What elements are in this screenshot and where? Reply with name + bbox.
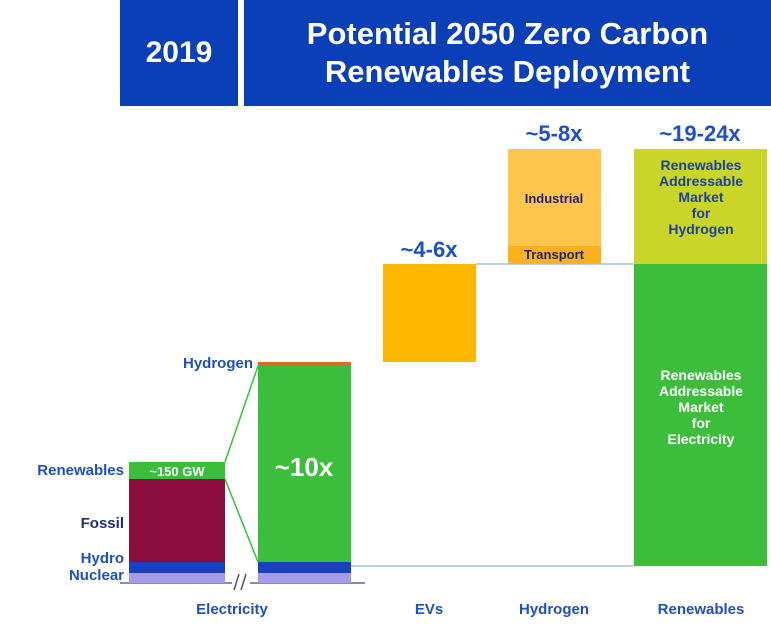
bar-2050-hydro (258, 562, 351, 573)
rh-line-3: Market (678, 189, 723, 205)
category-electricity: Electricity (196, 601, 268, 618)
renewables-hydrogen-text: Renewables Addressable Market for Hydrog… (659, 157, 743, 237)
bar-2019-hydro (129, 562, 225, 573)
bar-hydrogen-industrial (508, 149, 601, 246)
re-line-3: Market (678, 399, 723, 415)
rh-line-2: Addressable (659, 173, 743, 189)
bar-renewables-electricity (634, 264, 767, 566)
year-label: 2019 (145, 36, 213, 69)
renewables-electricity-text: Renewables Addressable Market for Electr… (659, 367, 743, 447)
rh-line-4: for (692, 205, 711, 221)
bar-hydrogen-transport (508, 246, 601, 264)
title-line-1: Potential 2050 Zero Carbon (306, 16, 709, 51)
multiplier-hydrogen: ~5-8x (526, 121, 584, 146)
label-hydrogen-2050: Hydrogen (183, 355, 253, 372)
year-banner: 2019 (120, 0, 238, 106)
title-banner: Potential 2050 Zero Carbon Renewables De… (244, 0, 771, 106)
bar-2019-fossil (129, 479, 225, 562)
bar-2019-renewables (129, 462, 225, 479)
re-line-1: Renewables (661, 367, 742, 383)
rh-line-5: Hydrogen (668, 221, 733, 237)
re-line-4: for (692, 415, 711, 431)
connector-top (224, 365, 259, 463)
bar-renewables-hydrogen (634, 149, 767, 264)
axis-break-mark-left (233, 573, 240, 591)
inner-label-150gw: ~150 GW (149, 464, 205, 479)
bar-evs (383, 264, 476, 362)
label-nuclear: Nuclear (69, 567, 124, 584)
title-line-2: Renewables Deployment (324, 54, 691, 89)
multiplier-renewables: ~19-24x (659, 121, 741, 146)
category-renewables: Renewables (658, 601, 745, 618)
category-evs: EVs (415, 601, 443, 618)
re-line-5: Electricity (668, 431, 735, 447)
label-transport: Transport (524, 247, 585, 262)
re-line-2: Addressable (659, 383, 743, 399)
bar-2050-hydrogen (258, 362, 351, 366)
bar-2050-renewables (258, 366, 351, 562)
label-hydro: Hydro (81, 550, 124, 567)
axis-break-mark-right (240, 573, 247, 591)
bar-2019-nuclear (129, 573, 225, 583)
label-renewables: Renewables (37, 462, 124, 479)
multiplier-evs: ~4-6x (401, 237, 459, 262)
category-hydrogen: Hydrogen (519, 601, 589, 618)
inner-label-10x: ~10x (275, 452, 334, 482)
bar-2050-nuclear (258, 573, 351, 583)
rh-line-1: Renewables (661, 157, 742, 173)
connector-bottom (224, 478, 259, 563)
label-industrial: Industrial (525, 191, 584, 206)
label-fossil: Fossil (81, 515, 124, 532)
